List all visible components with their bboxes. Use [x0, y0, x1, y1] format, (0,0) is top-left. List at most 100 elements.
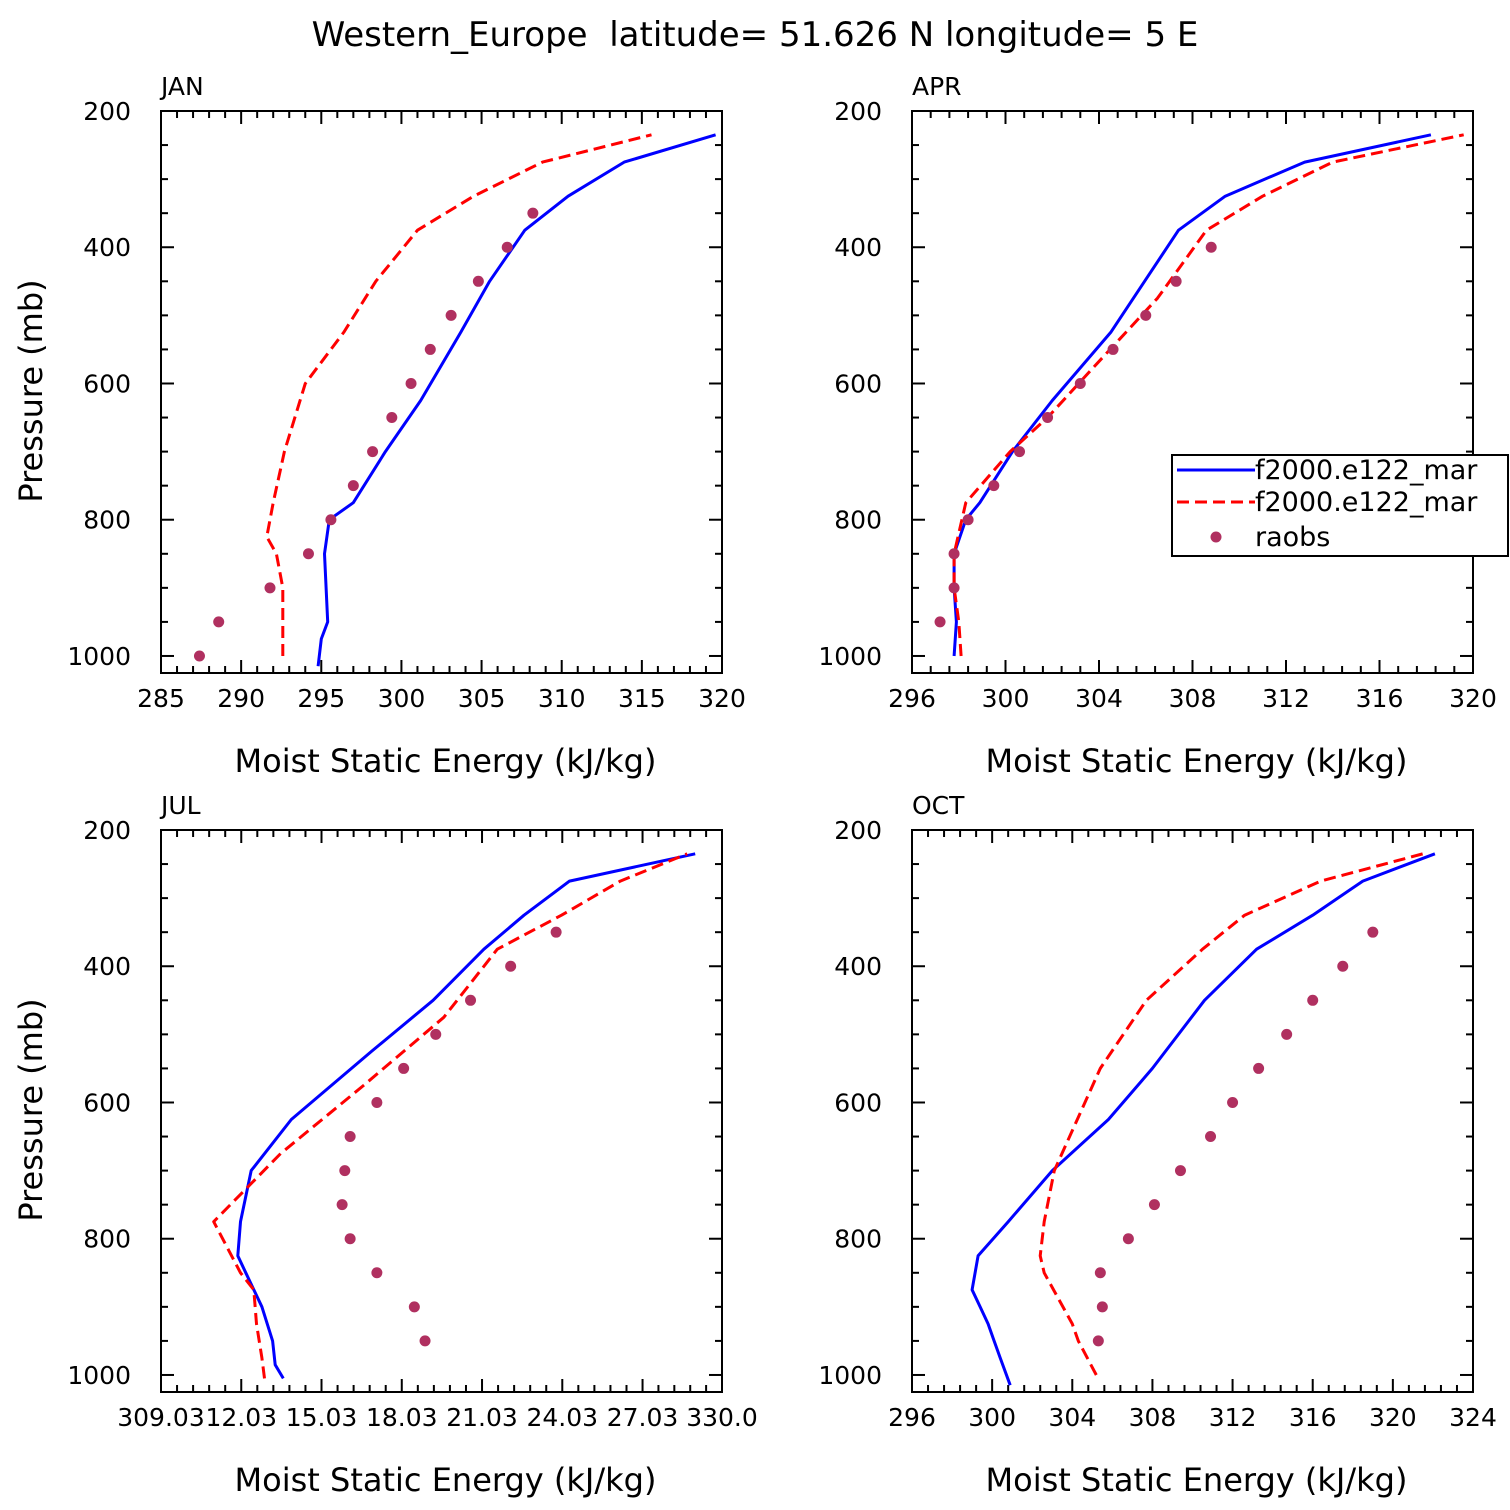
series-line-dashed [952, 133, 1465, 657]
raobs-point [264, 582, 276, 594]
panel-jan: JAN 285 290 295 300 305 310 315 320 200 400 600 800 1… [12, 72, 746, 780]
y-axis-label: Pressure (mb) [12, 279, 50, 502]
plot-frame [911, 829, 1474, 1393]
raobs-point [1014, 446, 1026, 458]
series-line-solid [236, 852, 696, 1380]
raobs-point [527, 207, 539, 219]
raobs-point [344, 1131, 356, 1143]
x-axis-label: Moist Static Energy (kJ/kg) [235, 1461, 657, 1499]
panel-apr: APR 296 300 304 308 312 316 320 200 400 600 800 1000… [818, 72, 1496, 780]
raobs-point [1174, 1165, 1186, 1177]
x-axis-label: Moist Static Energy (kJ/kg) [986, 1461, 1408, 1499]
raobs-point [1253, 1062, 1265, 1074]
legend-entry-label: f2000.e122_mar [1255, 455, 1478, 486]
raobs-point [1107, 343, 1119, 355]
y-tick-label: 400 [83, 952, 131, 981]
x-axis-label: Moist Static Energy (kJ/kg) [986, 742, 1408, 780]
x-tick-label: 300 [968, 1403, 1016, 1432]
raobs-point [1205, 1131, 1217, 1143]
y-tick-label: 800 [834, 506, 882, 535]
x-tick-label: 18.03 [366, 1403, 438, 1432]
raobs-point [550, 926, 562, 938]
figure-title: Western_Europe latitude= 51.626 N longit… [312, 15, 1199, 55]
raobs-point [1092, 1335, 1104, 1347]
x-tick-label: 304 [1075, 684, 1123, 713]
raobs-point [1227, 1096, 1239, 1108]
y-axis-label: Pressure (mb) [12, 998, 50, 1221]
raobs-point [948, 548, 960, 560]
raobs-point [1307, 994, 1319, 1006]
raobs-point [1122, 1233, 1134, 1245]
raobs-point [193, 650, 205, 662]
raobs-point [336, 1199, 348, 1211]
y-tick-label: 1000 [67, 1361, 131, 1390]
raobs-point [405, 377, 417, 389]
x-tick-label: 300 [378, 684, 426, 713]
raobs-point [386, 412, 398, 424]
x-tick-label: 304 [1048, 1403, 1096, 1432]
x-tick-label: 320 [1449, 684, 1497, 713]
y-tick-label: 1000 [818, 642, 882, 671]
panel-label: JAN [159, 72, 204, 101]
x-tick-label: 324 [1449, 1403, 1497, 1432]
y-tick-label: 1000 [818, 1361, 882, 1390]
raobs-point [445, 309, 457, 321]
raobs-point [430, 1028, 442, 1040]
raobs-point [962, 514, 974, 526]
raobs-point [424, 343, 436, 355]
x-tick-label: 15.03 [286, 1403, 358, 1432]
x-tick-label: 295 [297, 684, 345, 713]
raobs-point [1205, 241, 1217, 253]
y-tick-label: 200 [83, 97, 131, 126]
raobs-point [1367, 926, 1379, 938]
x-tick-label: 12.03 [205, 1403, 277, 1432]
raobs-point [347, 480, 359, 492]
raobs-point [472, 275, 484, 287]
y-tick-label: 800 [83, 506, 131, 535]
x-tick-label: 300 [982, 684, 1030, 713]
x-tick-label: 312 [1209, 1403, 1257, 1432]
raobs-point [988, 480, 1000, 492]
x-tick-label: 310 [538, 684, 586, 713]
raobs-point [1337, 960, 1349, 972]
x-tick-label: 308 [1169, 684, 1217, 713]
x-tick-label: 21.03 [446, 1403, 518, 1432]
raobs-point [1074, 377, 1086, 389]
legend-entry-label: raobs [1255, 522, 1330, 553]
x-tick-label: 320 [698, 684, 746, 713]
x-tick-label: 316 [1289, 1403, 1337, 1432]
raobs-point [367, 446, 379, 458]
y-tick-label: 600 [83, 1088, 131, 1117]
y-tick-label: 600 [834, 369, 882, 398]
panel-label: OCT [912, 791, 965, 820]
raobs-point [339, 1165, 351, 1177]
x-tick-label: 285 [137, 684, 185, 713]
raobs-point [505, 960, 517, 972]
legend-swatch-dots [1210, 531, 1222, 543]
y-tick-label: 600 [834, 1088, 882, 1117]
raobs-point [934, 616, 946, 628]
x-tick-label: 312 [1262, 684, 1310, 713]
x-tick-label: 309.03 [117, 1403, 204, 1432]
y-tick-label: 200 [83, 816, 131, 845]
y-tick-label: 400 [83, 233, 131, 262]
raobs-point [302, 548, 314, 560]
x-axis-label: Moist Static Energy (kJ/kg) [235, 742, 657, 780]
x-tick-label: 296 [888, 1403, 936, 1432]
x-tick-label: 320 [1369, 1403, 1417, 1432]
y-tick-label: 800 [83, 1225, 131, 1254]
y-tick-label: 600 [83, 369, 131, 398]
x-tick-label: 27.03 [607, 1403, 679, 1432]
x-tick-label: 330.0 [686, 1403, 758, 1432]
legend-entry-label: f2000.e122_mar [1255, 487, 1478, 518]
y-tick-label: 1000 [67, 642, 131, 671]
raobs-point [371, 1096, 383, 1108]
plot-frame [160, 110, 723, 674]
series-line-solid [970, 852, 1436, 1386]
panel-label: JUL [159, 791, 201, 820]
plot-frame [160, 829, 723, 1393]
plot-frame [911, 110, 1474, 674]
raobs-point [948, 582, 960, 594]
